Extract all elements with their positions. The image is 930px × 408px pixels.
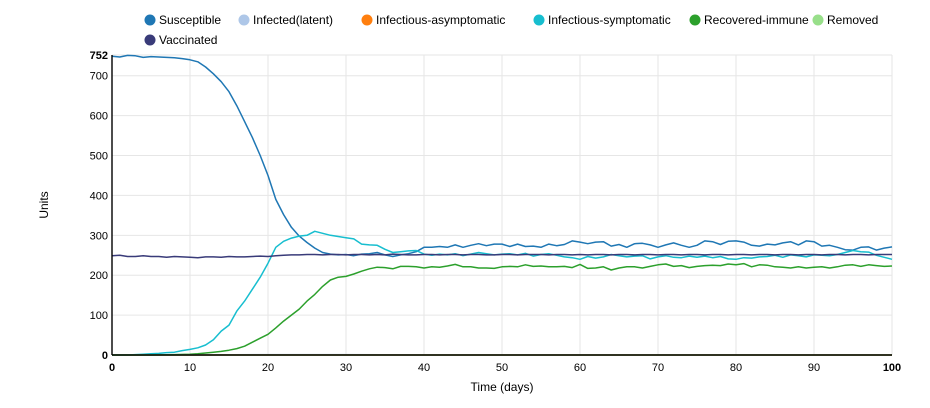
legend-marker: [812, 14, 824, 26]
x-tick-label: 100: [883, 362, 901, 374]
x-tick-label: 20: [262, 362, 274, 374]
x-tick-label: 50: [496, 362, 508, 374]
x-tick-label: 90: [808, 362, 820, 374]
x-tick-label: 60: [574, 362, 586, 374]
legend-label: Recovered-immune: [704, 13, 809, 27]
y-tick-label: 500: [90, 151, 108, 163]
y-tick-label: 600: [90, 111, 108, 123]
legend-label: Infectious-asymptomatic: [376, 13, 505, 27]
legend-item-vaccinated[interactable]: Vaccinated: [144, 33, 218, 47]
y-axis-label: Units: [37, 191, 51, 218]
legend-item-susceptible[interactable]: Susceptible: [144, 13, 222, 27]
x-tick-label: 0: [109, 362, 115, 374]
legend-item-infected-latent[interactable]: Infected(latent): [238, 13, 334, 27]
legend-marker: [238, 14, 250, 26]
legend-label: Infected(latent): [253, 13, 333, 27]
legend-item-removed[interactable]: Removed: [812, 13, 879, 27]
y-tick-label: 200: [90, 270, 108, 282]
y-tick-label: 0: [102, 350, 108, 362]
x-tick-label: 40: [418, 362, 430, 374]
legend-item-infectious-asymptomatic[interactable]: Infectious-asymptomatic: [361, 13, 506, 27]
x-tick-label: 10: [184, 362, 196, 374]
series-line-susceptible: [111, 54, 893, 258]
x-tick-label: 70: [652, 362, 664, 374]
series-line-recovered-immune: [112, 262, 893, 356]
legend: Susceptible Infected(latent) Infectious-as…: [144, 13, 879, 47]
legend-label: Removed: [827, 13, 878, 27]
x-tick-label: 80: [730, 362, 742, 374]
legend-label: Infectious-symptomatic: [548, 13, 671, 27]
x-axis-label: Time (days): [471, 380, 534, 394]
legend-marker: [689, 14, 701, 26]
y-tick-label: 100: [90, 310, 108, 322]
x-tick-label: 30: [340, 362, 352, 374]
series-line-vaccinated: [111, 253, 892, 259]
legend-marker: [533, 14, 545, 26]
grid-lines: [112, 54, 893, 355]
legend-item-infectious-symptomatic[interactable]: Infectious-symptomatic: [533, 13, 671, 27]
legend-marker: [144, 14, 156, 26]
legend-label: Vaccinated: [159, 33, 217, 47]
legend-label: Susceptible: [159, 13, 221, 27]
legend-marker: [361, 14, 373, 26]
y-tick-label: 700: [90, 71, 108, 83]
legend-item-recovered-immune[interactable]: Recovered-immune: [689, 13, 810, 27]
y-tick-label: 752: [90, 50, 108, 62]
y-tick-label: 300: [90, 230, 108, 242]
series-line-infectious-symptomatic: [112, 230, 893, 356]
axes: 0 100 200 300 400 500 600 700 752 0 10 20 30 40 50 60 70…: [90, 50, 902, 374]
legend-marker: [144, 34, 156, 46]
y-tick-label: 400: [90, 190, 108, 202]
